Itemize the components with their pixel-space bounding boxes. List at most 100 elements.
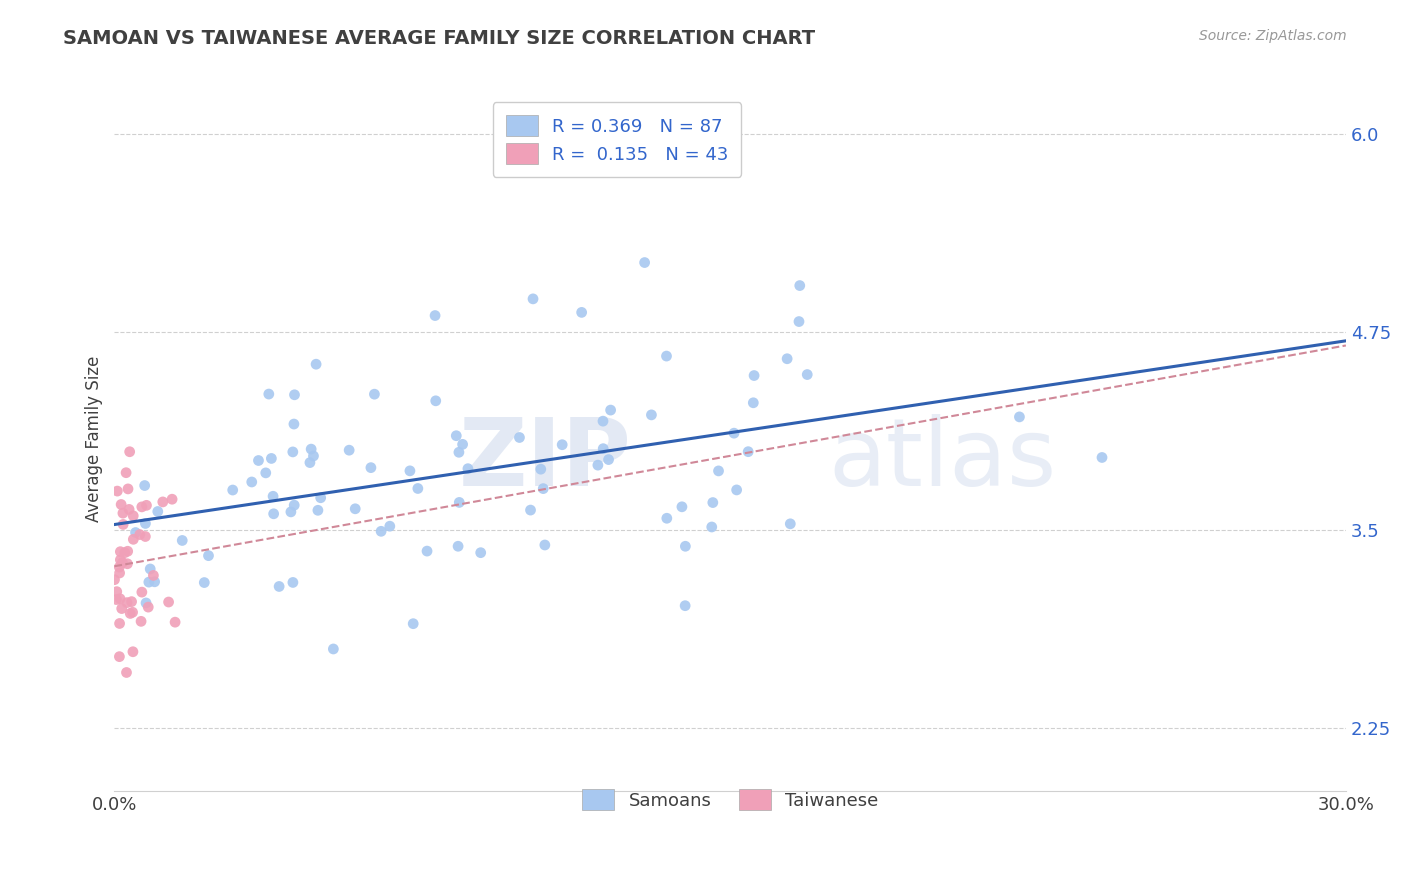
Text: atlas: atlas: [828, 414, 1057, 506]
Text: Source: ZipAtlas.com: Source: ZipAtlas.com: [1199, 29, 1347, 43]
Point: [707, 464, 730, 478]
Point: [742, 396, 765, 410]
Point: [599, 403, 621, 417]
Point: [673, 539, 696, 553]
Point: [269, 579, 291, 593]
Point: [571, 305, 593, 319]
Point: [425, 393, 447, 408]
Point: [240, 475, 263, 489]
Point: [281, 575, 304, 590]
Point: [305, 357, 328, 371]
Point: [160, 492, 183, 507]
Point: [281, 445, 304, 459]
Point: [283, 388, 305, 402]
Point: [322, 642, 344, 657]
Point: [451, 437, 474, 451]
Point: [120, 607, 142, 621]
Point: [112, 517, 135, 532]
Point: [124, 525, 146, 540]
Text: SAMOAN VS TAIWANESE AVERAGE FAMILY SIZE CORRELATION CHART: SAMOAN VS TAIWANESE AVERAGE FAMILY SIZE …: [63, 29, 815, 47]
Point: [122, 533, 145, 547]
Point: [257, 387, 280, 401]
Point: [344, 501, 367, 516]
Point: [402, 616, 425, 631]
Point: [114, 546, 136, 560]
Point: [108, 566, 131, 580]
Point: [531, 482, 554, 496]
Point: [152, 495, 174, 509]
Point: [165, 615, 187, 630]
Point: [118, 502, 141, 516]
Point: [110, 544, 132, 558]
Point: [283, 417, 305, 431]
Point: [640, 408, 662, 422]
Point: [121, 594, 143, 608]
Text: ZIP: ZIP: [458, 414, 631, 506]
Point: [110, 498, 132, 512]
Point: [508, 430, 530, 444]
Point: [551, 438, 574, 452]
Point: [108, 649, 131, 664]
Point: [146, 504, 169, 518]
Point: [449, 495, 471, 509]
Point: [702, 495, 724, 509]
Point: [108, 591, 131, 606]
Point: [247, 453, 270, 467]
Point: [117, 544, 139, 558]
Point: [789, 278, 811, 293]
Point: [262, 489, 284, 503]
Point: [416, 544, 439, 558]
Point: [283, 498, 305, 512]
Point: [725, 483, 748, 497]
Point: [122, 508, 145, 523]
Point: [103, 573, 125, 587]
Point: [111, 506, 134, 520]
Point: [128, 527, 150, 541]
Point: [172, 533, 194, 548]
Point: [222, 483, 245, 497]
Point: [118, 444, 141, 458]
Point: [519, 503, 541, 517]
Point: [134, 478, 156, 492]
Point: [105, 584, 128, 599]
Point: [260, 451, 283, 466]
Point: [598, 452, 620, 467]
Legend: Samoans, Taiwanese: Samoans, Taiwanese: [567, 775, 893, 824]
Point: [406, 482, 429, 496]
Point: [115, 596, 138, 610]
Point: [111, 601, 134, 615]
Point: [254, 466, 277, 480]
Point: [110, 553, 132, 567]
Point: [779, 516, 801, 531]
Point: [655, 349, 678, 363]
Point: [134, 529, 156, 543]
Point: [307, 503, 329, 517]
Point: [423, 309, 446, 323]
Point: [121, 605, 143, 619]
Point: [530, 462, 553, 476]
Point: [197, 549, 219, 563]
Point: [134, 516, 156, 531]
Point: [263, 507, 285, 521]
Point: [363, 387, 385, 401]
Point: [122, 645, 145, 659]
Point: [131, 500, 153, 514]
Point: [457, 461, 479, 475]
Point: [142, 568, 165, 582]
Y-axis label: Average Family Size: Average Family Size: [86, 356, 103, 522]
Point: [115, 466, 138, 480]
Point: [787, 314, 810, 328]
Point: [136, 600, 159, 615]
Point: [299, 442, 322, 457]
Point: [592, 414, 614, 428]
Point: [131, 585, 153, 599]
Point: [298, 456, 321, 470]
Point: [117, 557, 139, 571]
Point: [135, 596, 157, 610]
Point: [135, 499, 157, 513]
Point: [737, 444, 759, 458]
Point: [115, 665, 138, 680]
Point: [723, 426, 745, 441]
Point: [1008, 409, 1031, 424]
Point: [446, 428, 468, 442]
